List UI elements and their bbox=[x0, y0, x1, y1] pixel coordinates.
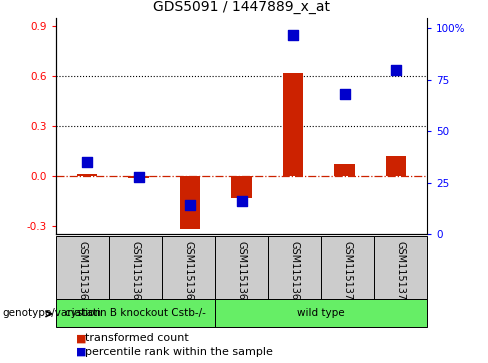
Bar bbox=[321, 236, 374, 299]
Bar bbox=[77, 174, 97, 176]
Text: wild type: wild type bbox=[297, 308, 345, 318]
Bar bbox=[128, 176, 149, 178]
Bar bbox=[283, 73, 304, 176]
Point bbox=[289, 32, 297, 37]
Bar bbox=[180, 176, 201, 229]
Text: cystatin B knockout Cstb-/-: cystatin B knockout Cstb-/- bbox=[65, 308, 206, 318]
Point bbox=[135, 174, 142, 179]
Text: GSM1151370: GSM1151370 bbox=[343, 241, 352, 306]
Text: GSM1151368: GSM1151368 bbox=[237, 241, 246, 306]
Text: ■: ■ bbox=[76, 347, 86, 357]
Text: ■: ■ bbox=[76, 333, 86, 343]
Bar bbox=[215, 299, 427, 327]
Point bbox=[186, 203, 194, 208]
Bar bbox=[109, 236, 162, 299]
Text: GSM1151365: GSM1151365 bbox=[78, 241, 88, 306]
Text: percentile rank within the sample: percentile rank within the sample bbox=[85, 347, 273, 357]
Bar bbox=[386, 156, 407, 176]
Bar bbox=[56, 299, 215, 327]
Text: genotype/variation: genotype/variation bbox=[2, 308, 102, 318]
Text: GSM1151369: GSM1151369 bbox=[289, 241, 300, 306]
Text: GSM1151366: GSM1151366 bbox=[131, 241, 141, 306]
Point bbox=[341, 91, 348, 97]
Bar bbox=[374, 236, 427, 299]
Point bbox=[392, 67, 400, 73]
Title: GDS5091 / 1447889_x_at: GDS5091 / 1447889_x_at bbox=[153, 0, 330, 15]
Text: GSM1151371: GSM1151371 bbox=[395, 241, 406, 306]
Bar bbox=[56, 236, 109, 299]
Bar bbox=[231, 176, 252, 197]
Text: transformed count: transformed count bbox=[85, 333, 189, 343]
Bar bbox=[162, 236, 215, 299]
Text: GSM1151367: GSM1151367 bbox=[183, 241, 194, 306]
Bar bbox=[334, 164, 355, 176]
Point bbox=[83, 159, 91, 165]
Bar bbox=[215, 236, 268, 299]
Point bbox=[238, 198, 245, 204]
Bar bbox=[268, 236, 321, 299]
